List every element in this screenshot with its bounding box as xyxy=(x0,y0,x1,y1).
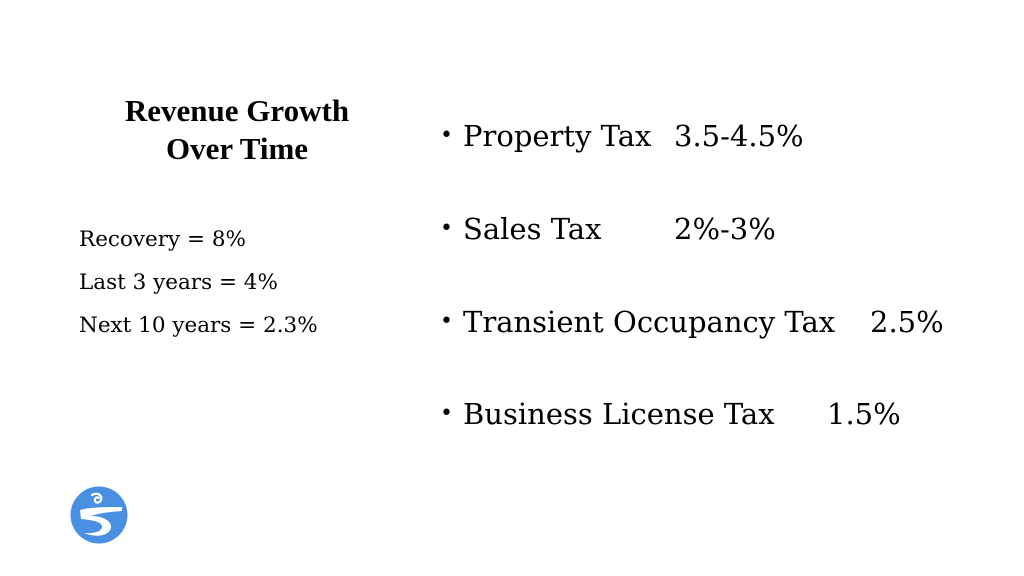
stat-next-10-years: Next 10 years = 2.3% xyxy=(79,313,318,338)
bullet-icon: • xyxy=(440,216,453,241)
tax-rate: 2.5% xyxy=(870,305,944,339)
tax-rate: 2%-3% xyxy=(674,212,776,246)
growth-stats-list: Recovery = 8% Last 3 years = 4% Next 10 … xyxy=(79,218,399,347)
stat-recovery: Recovery = 8% xyxy=(79,227,246,252)
stat-last-3-years: Last 3 years = 4% xyxy=(79,270,278,295)
tax-rate: 1.5% xyxy=(827,397,901,431)
bullet-icon: • xyxy=(440,401,453,426)
city-logo-icon xyxy=(70,486,128,544)
title-line-2: Over Time xyxy=(165,131,309,166)
tax-rate: 3.5-4.5% xyxy=(674,119,804,153)
bullet-icon: • xyxy=(440,123,453,148)
bullet-icon: • xyxy=(440,309,453,334)
tax-name: Transient Occupancy Tax xyxy=(463,305,836,339)
tax-name: Business License Tax xyxy=(463,397,775,431)
slide-title: Revenue Growth Over Time xyxy=(78,92,396,168)
title-line-1: Revenue Growth xyxy=(124,93,350,128)
tax-name: Property Tax xyxy=(463,119,652,153)
tax-name: Sales Tax xyxy=(463,212,602,246)
